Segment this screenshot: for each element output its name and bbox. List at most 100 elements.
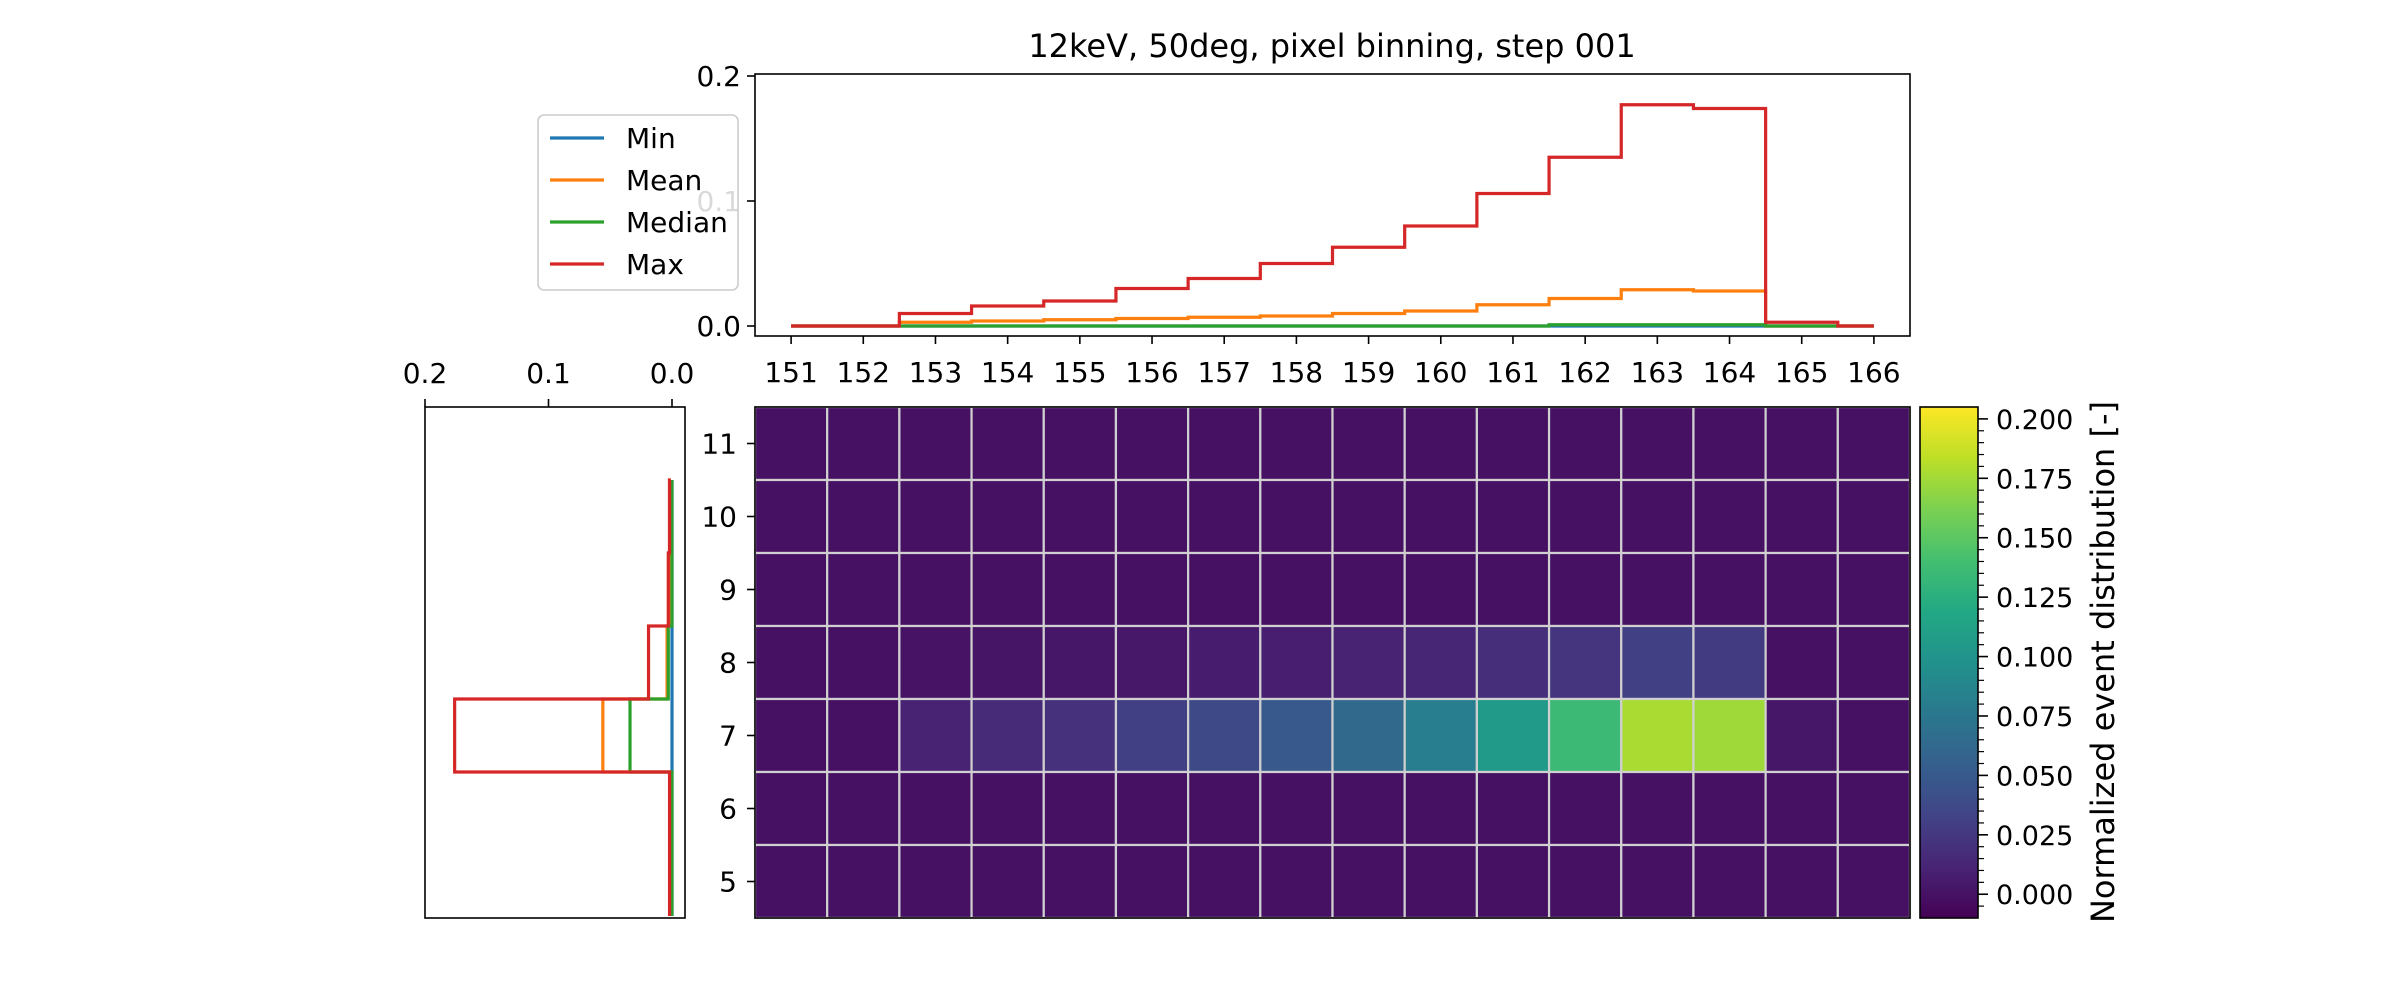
heatmap-cell (1403, 843, 1478, 920)
x-tick-label: 156 (1125, 356, 1178, 389)
heatmap-cell (1836, 478, 1912, 555)
x-tick-label: 162 (1558, 356, 1611, 389)
x-tick-label: 164 (1703, 356, 1756, 389)
heatmap-cell (898, 770, 973, 847)
heatmap-cell (1547, 697, 1623, 774)
legend: Min Mean Median Max (537, 114, 739, 291)
y-tick-label: 7 (719, 720, 737, 753)
heatmap-cell (1547, 551, 1623, 628)
heatmap-cell (1836, 624, 1912, 701)
heatmap-cell (826, 478, 901, 555)
heatmap-cell (1475, 551, 1551, 628)
x-tick-label: 159 (1342, 356, 1395, 389)
x-tick-label: 161 (1486, 356, 1539, 389)
heatmap-cell (1331, 405, 1406, 482)
heatmap-cell (970, 697, 1045, 774)
heatmap-cell (1764, 697, 1839, 774)
heatmap-cell (1547, 843, 1623, 920)
heatmap-cell (1692, 843, 1767, 920)
x-tick-label: 151 (764, 356, 817, 389)
top-histogram-lines (791, 103, 1874, 328)
heatmap-cell (1259, 624, 1334, 701)
side-series-max (453, 478, 672, 916)
heatmap-frame (754, 406, 1911, 919)
x-tick-label: 154 (981, 356, 1034, 389)
heatmap-cell (753, 697, 829, 774)
legend-label-mean: Mean (626, 164, 702, 197)
colorbar-tick-label: 0.000 (1996, 880, 2073, 911)
x-tick-label: 163 (1631, 356, 1684, 389)
heatmap-cell (1042, 624, 1118, 701)
heatmap-cell (1620, 624, 1695, 701)
legend-box (537, 114, 739, 291)
heatmap-cell (826, 624, 901, 701)
y-tick-label: 9 (719, 574, 737, 607)
heatmap-cell (753, 770, 829, 847)
heatmap-cell (1403, 551, 1478, 628)
side-x-tick-label: 0.2 (403, 357, 448, 390)
colorbar-label: Normalized event distribution [-] (2084, 401, 2122, 923)
heatmap-cell (1114, 405, 1190, 482)
heatmap: 11 10 9 8 7 6 5 (701, 405, 1912, 920)
heatmap-cell (753, 624, 829, 701)
heatmap-cell (1187, 843, 1262, 920)
y-tick-label: 5 (719, 866, 737, 899)
side-histogram-x-ticks: 0.2 0.1 0.0 (403, 357, 694, 407)
heatmap-cells (753, 405, 1912, 920)
heatmap-cell (1403, 478, 1478, 555)
heatmap-cell (826, 697, 901, 774)
heatmap-cell (1114, 551, 1190, 628)
heatmap-cell (1187, 770, 1262, 847)
heatmap-cell (1764, 843, 1839, 920)
heatmap-cell (753, 551, 829, 628)
heatmap-cell (1331, 843, 1406, 920)
heatmap-cell (1692, 405, 1767, 482)
heatmap-cell (1114, 770, 1190, 847)
heatmap-cell (1475, 478, 1551, 555)
colorbar-tick-label: 0.175 (1996, 464, 2073, 495)
x-tick-label: 152 (837, 356, 890, 389)
heatmap-cell (1042, 551, 1118, 628)
heatmap-cell (1042, 697, 1118, 774)
heatmap-cell (1764, 551, 1839, 628)
heatmap-cell (1042, 770, 1118, 847)
heatmap-cell (1331, 770, 1406, 847)
heatmap-cell (1692, 551, 1767, 628)
heatmap-cell (1836, 551, 1912, 628)
heatmap-cell (1331, 697, 1406, 774)
heatmap-cell (898, 405, 973, 482)
heatmap-cell (1764, 624, 1839, 701)
heatmap-cell (970, 770, 1045, 847)
colorbar: 0.200 0.175 0.150 0.125 0.100 0.075 0.050 0.025… (1919, 401, 2122, 923)
heatmap-cell (1331, 624, 1406, 701)
heatmap-cell (1114, 697, 1190, 774)
heatmap-cell (1475, 405, 1551, 482)
heatmap-cell (1620, 770, 1695, 847)
heatmap-cell (1836, 405, 1912, 482)
heatmap-cell (753, 843, 829, 920)
heatmap-cell (970, 478, 1045, 555)
heatmap-cell (1475, 770, 1551, 847)
heatmap-cell (1836, 770, 1912, 847)
heatmap-cell (1403, 405, 1478, 482)
heatmap-x-ticks: 151 152 153 154 155 156 157 158 159 160 161 162 163 1… (764, 336, 1901, 389)
heatmap-cell (826, 405, 901, 482)
heatmap-cell (1187, 697, 1262, 774)
side-histogram-lines (453, 478, 674, 916)
heatmap-cell (1620, 697, 1695, 774)
heatmap-cell (1187, 624, 1262, 701)
heatmap-cell (1042, 843, 1118, 920)
side-histogram-frame (424, 406, 686, 919)
side-histogram: 0.2 0.1 0.0 (403, 357, 694, 919)
heatmap-cell (753, 478, 829, 555)
heatmap-cell (1331, 551, 1406, 628)
colorbar-tick-label: 0.075 (1996, 702, 2073, 733)
x-tick-label: 166 (1847, 356, 1900, 389)
top-histogram-frame (754, 73, 1911, 337)
heatmap-cell (898, 478, 973, 555)
heatmap-cell (898, 624, 973, 701)
y-tick-label: 6 (719, 793, 737, 826)
heatmap-cell (1403, 697, 1478, 774)
y-tick-label: 8 (719, 647, 737, 680)
